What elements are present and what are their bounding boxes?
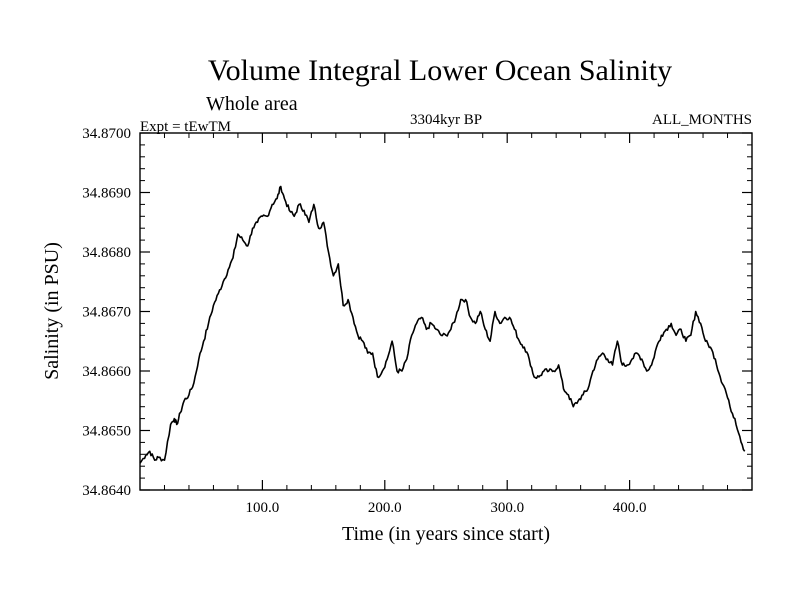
y-tick-label: 34.8700 <box>82 126 131 142</box>
y-axis-label: Salinity (in PSU) <box>41 242 63 380</box>
period-label: 3304kyr BP <box>410 112 482 128</box>
x-tick-label: 300.0 <box>490 500 524 516</box>
y-tick-label: 34.8670 <box>82 305 131 321</box>
plot-frame <box>139 132 753 491</box>
y-tick-label: 34.8660 <box>82 364 131 380</box>
y-tick-label: 34.8690 <box>82 186 131 202</box>
x-axis-label: Time (in years since start) <box>342 523 550 545</box>
y-axis: 34.8640 34.8650 34.8660 34.8670 34.8680 34.86… <box>82 126 752 499</box>
chart-title: Volume Integral Lower Ocean Salinity <box>208 54 672 87</box>
chart-subtitle: Whole area <box>206 93 298 115</box>
y-tick-label: 34.8650 <box>82 424 131 440</box>
salinity-series-line <box>139 185 746 464</box>
months-label: ALL_MONTHS <box>652 112 752 128</box>
x-tick-label: 200.0 <box>368 500 402 516</box>
x-tick-label: 400.0 <box>613 500 647 516</box>
y-tick-label: 34.8680 <box>82 245 131 261</box>
x-tick-label: 100.0 <box>246 500 280 516</box>
experiment-label: Expt = tEwTM <box>140 119 231 135</box>
y-tick-label: 34.8640 <box>82 483 131 499</box>
x-axis: 100.0 200.0 300.0 400.0 <box>163 133 729 516</box>
